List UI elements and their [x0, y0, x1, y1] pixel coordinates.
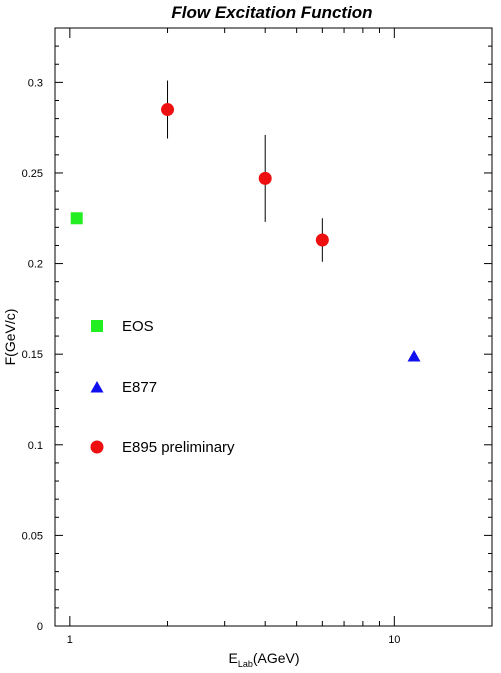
y-tick-label: 0.2 — [28, 259, 43, 271]
x-axis-label: ELab(AGeV) — [228, 650, 299, 669]
circle-data-point — [315, 233, 329, 247]
y-tick-label: 0.05 — [22, 530, 43, 542]
legend: EOS E877 E895 preliminary — [90, 318, 235, 456]
x-axis-label-subscript: Lab — [238, 659, 253, 669]
y-axis-label: F(GeV/c) — [2, 309, 18, 366]
x-tick-label: 1 — [67, 634, 73, 646]
tick-labels: 0 0.05 0.1 0.15 0.2 0.25 0.3 1 10 — [22, 77, 401, 646]
triangle-data-point — [407, 349, 421, 362]
square-data-point — [70, 212, 83, 225]
chart-title: Flow Excitation Function — [171, 3, 372, 22]
circle-data-point — [258, 171, 272, 185]
legend-circle-marker — [90, 440, 104, 454]
legend-label: E895 preliminary — [122, 439, 235, 456]
legend-triangle-marker — [90, 381, 104, 393]
legend-square-marker — [91, 320, 103, 332]
axis-ticks — [54, 27, 493, 627]
circle-data-point — [161, 103, 175, 117]
plot-frame — [54, 27, 493, 627]
y-tick-label: 0.25 — [22, 168, 43, 180]
x-tick-label: 10 — [388, 634, 400, 646]
y-tick-label: 0.1 — [28, 440, 43, 452]
data-marks — [70, 80, 421, 362]
y-tick-label: 0 — [37, 621, 43, 633]
y-tick-label: 0.3 — [28, 77, 43, 89]
x-axis-label-main: E — [228, 650, 237, 666]
x-axis-label-units: (AGeV) — [253, 650, 300, 666]
y-tick-label: 0.15 — [22, 349, 43, 361]
legend-label: EOS — [122, 318, 154, 335]
legend-label: E877 — [122, 379, 157, 396]
